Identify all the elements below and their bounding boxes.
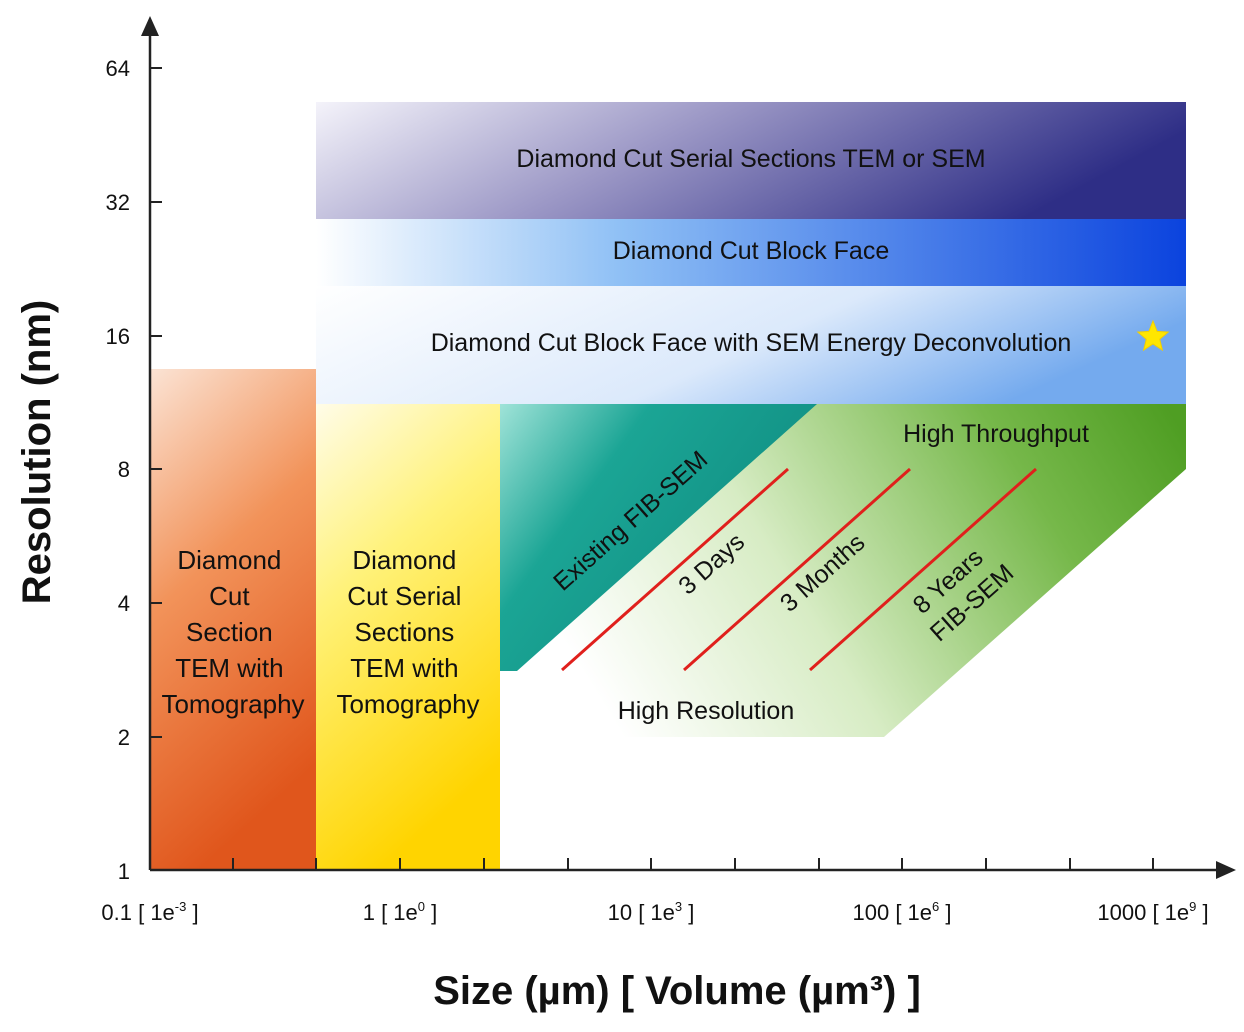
y-tick-label: 2	[118, 725, 130, 750]
tomography-serial-column	[316, 404, 500, 870]
three-months-line	[683, 467, 911, 672]
tomography-serial-label: Diamond Cut Serial Sections TEM with Tom…	[336, 545, 479, 719]
y-tick-label: 4	[118, 591, 130, 616]
x-tick-label: 10 [ 1e3 ]	[608, 899, 695, 925]
tomography-single-label: Diamond Cut Section TEM with Tomography	[161, 545, 304, 719]
x-ticks	[232, 858, 1154, 870]
serial-sections-band	[316, 102, 1186, 219]
x-axis-arrow	[1216, 861, 1236, 879]
x-axis-title: Size (µm) [ Volume (µm³) ]	[433, 969, 921, 1013]
x-tick-label: 0.1 [ 1e-3 ]	[101, 899, 198, 925]
block-face-band	[316, 219, 1186, 286]
y-tick-label: 8	[118, 457, 130, 482]
y-axis-title: Resolution (nm)	[15, 300, 59, 604]
y-tick-label: 16	[106, 324, 130, 349]
y-ticks	[150, 67, 162, 738]
y-tick-label: 64	[106, 56, 130, 81]
high-resolution-label: High Resolution	[618, 697, 795, 725]
energy-deconvolution-label: Diamond Cut Block Face with SEM Energy D…	[431, 329, 1072, 357]
energy-deconvolution-band	[316, 286, 1186, 404]
y-axis-arrow	[141, 16, 159, 36]
eight-years-line	[809, 467, 1037, 672]
existing-fib-sem-region	[500, 404, 817, 671]
x-tick-label: 1000 [ 1e9 ]	[1097, 899, 1208, 925]
three-days-line	[561, 467, 789, 672]
star-icon	[1136, 319, 1170, 352]
tomography-single-column	[150, 369, 316, 870]
x-tick-label: 1 [ 1e0 ]	[363, 899, 438, 925]
high-throughput-label: High Throughput	[903, 420, 1089, 448]
x-tick-label: 100 [ 1e6 ]	[853, 899, 952, 925]
serial-sections-label: Diamond Cut Serial Sections TEM or SEM	[516, 145, 985, 173]
block-face-label: Diamond Cut Block Face	[613, 237, 890, 265]
y-tick-label: 1	[118, 859, 130, 884]
y-tick-label: 32	[106, 190, 130, 215]
